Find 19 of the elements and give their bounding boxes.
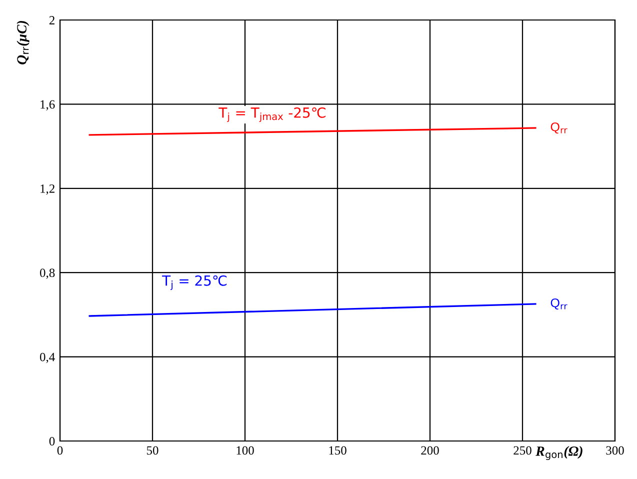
x-tick-label: 150 xyxy=(329,446,346,455)
annotation: T$_{j}$ = T$_{jmax}$ -25℃ xyxy=(218,107,326,122)
x-tick-label: 250 xyxy=(514,446,532,455)
x-axis-title: R$_{gon}$(Ω) xyxy=(536,446,582,460)
y-tick-label: 2 xyxy=(49,16,54,24)
x-tick-label: 300 xyxy=(606,446,624,455)
x-tick-label: 100 xyxy=(236,446,254,455)
y-tick-label: 1,6 xyxy=(40,100,55,110)
y-tick-label: 0,8 xyxy=(40,268,55,279)
annotation: T$_{j}$ = 25℃ xyxy=(162,275,227,290)
x-tick-label: 200 xyxy=(421,446,439,455)
y-axis-title: Q$_{rr}$(μC) xyxy=(16,20,30,64)
x-tick-label: 50 xyxy=(146,446,158,455)
y-tick-label: 0 xyxy=(49,437,55,446)
x-tick-label: 0 xyxy=(57,446,63,455)
y-tick-label: 1,2 xyxy=(40,184,54,195)
y-tick-label: 0,4 xyxy=(40,352,55,364)
series-label: Q$_{rr}$ xyxy=(550,298,568,310)
series-label: Q$_{rr}$ xyxy=(550,122,568,134)
